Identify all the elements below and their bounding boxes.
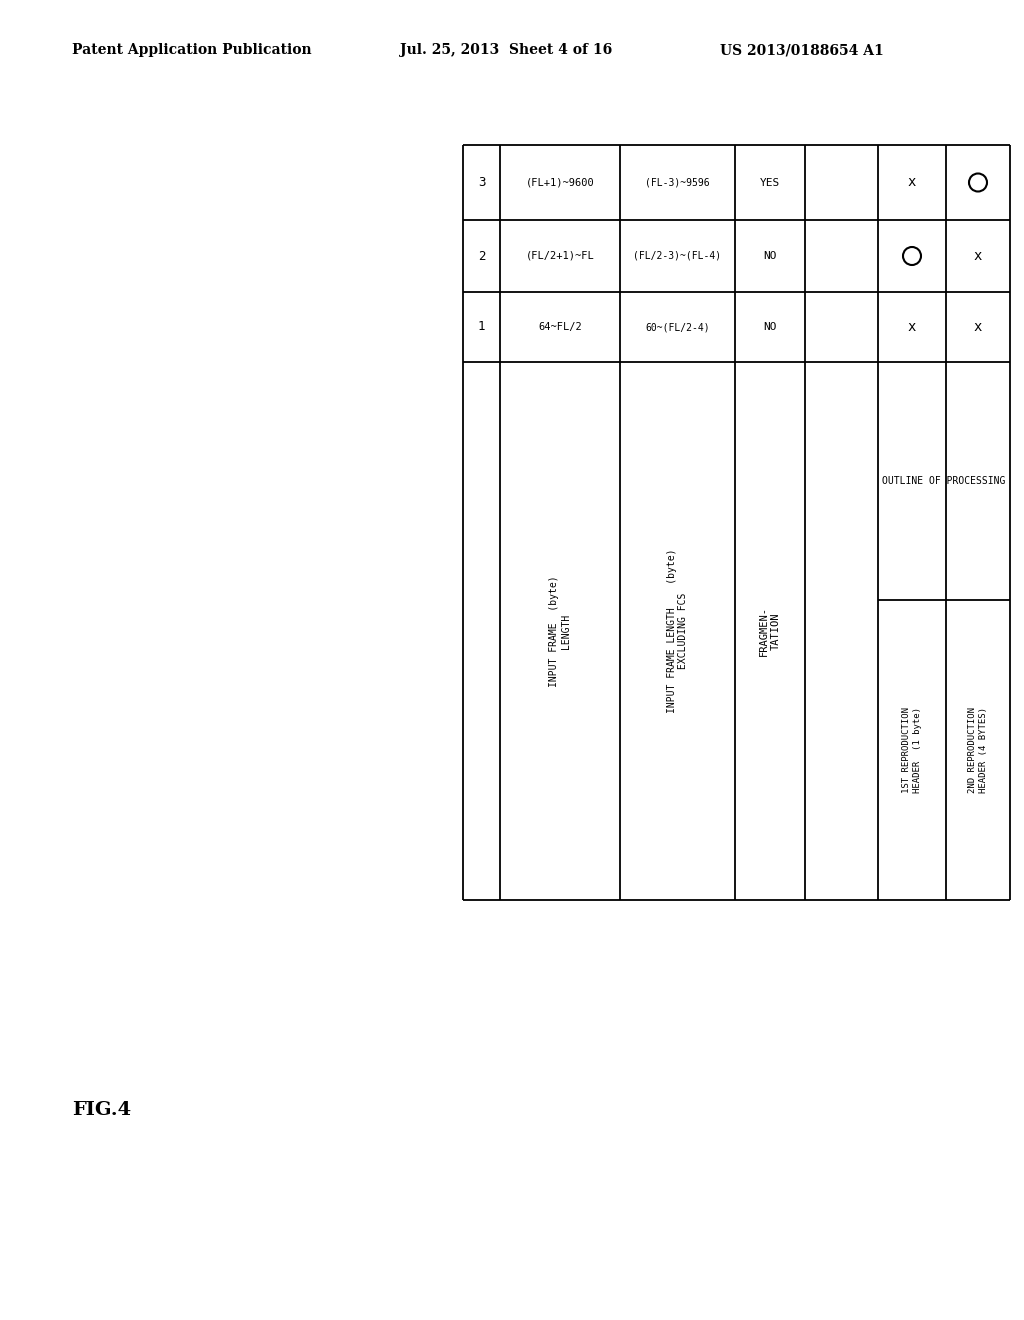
Text: YES: YES (760, 177, 780, 187)
Text: NO: NO (763, 322, 777, 333)
Text: x: x (974, 249, 982, 263)
Text: 2ND REPRODUCTION
HEADER (4 BYTES): 2ND REPRODUCTION HEADER (4 BYTES) (969, 708, 988, 793)
Text: FRAGMEN-
TATION: FRAGMEN- TATION (759, 606, 780, 656)
Text: (FL-3)~9596: (FL-3)~9596 (645, 177, 710, 187)
Text: OUTLINE OF PROCESSING: OUTLINE OF PROCESSING (883, 477, 1006, 486)
Text: 1ST REPRODUCTION
HEADER  (1 byte): 1ST REPRODUCTION HEADER (1 byte) (902, 708, 922, 793)
Text: (FL/2+1)~FL: (FL/2+1)~FL (525, 251, 594, 261)
Text: Jul. 25, 2013  Sheet 4 of 16: Jul. 25, 2013 Sheet 4 of 16 (400, 44, 612, 57)
Text: (FL+1)~9600: (FL+1)~9600 (525, 177, 594, 187)
Text: 2: 2 (478, 249, 485, 263)
Text: (FL/2-3)~(FL-4): (FL/2-3)~(FL-4) (634, 251, 722, 261)
Text: x: x (908, 319, 916, 334)
Text: 3: 3 (478, 176, 485, 189)
Text: INPUT FRAME LENGTH    (byte)
EXCLUDING FCS: INPUT FRAME LENGTH (byte) EXCLUDING FCS (667, 549, 688, 713)
Text: US 2013/0188654 A1: US 2013/0188654 A1 (720, 44, 884, 57)
Text: 1: 1 (478, 321, 485, 334)
Text: 60~(FL/2-4): 60~(FL/2-4) (645, 322, 710, 333)
Text: INPUT FRAME  (byte)
LENGTH: INPUT FRAME (byte) LENGTH (549, 576, 570, 686)
Text: NO: NO (763, 251, 777, 261)
Text: FIG.4: FIG.4 (72, 1101, 131, 1119)
Text: x: x (908, 176, 916, 190)
Text: 64~FL/2: 64~FL/2 (539, 322, 582, 333)
Text: x: x (974, 319, 982, 334)
Text: Patent Application Publication: Patent Application Publication (72, 44, 311, 57)
